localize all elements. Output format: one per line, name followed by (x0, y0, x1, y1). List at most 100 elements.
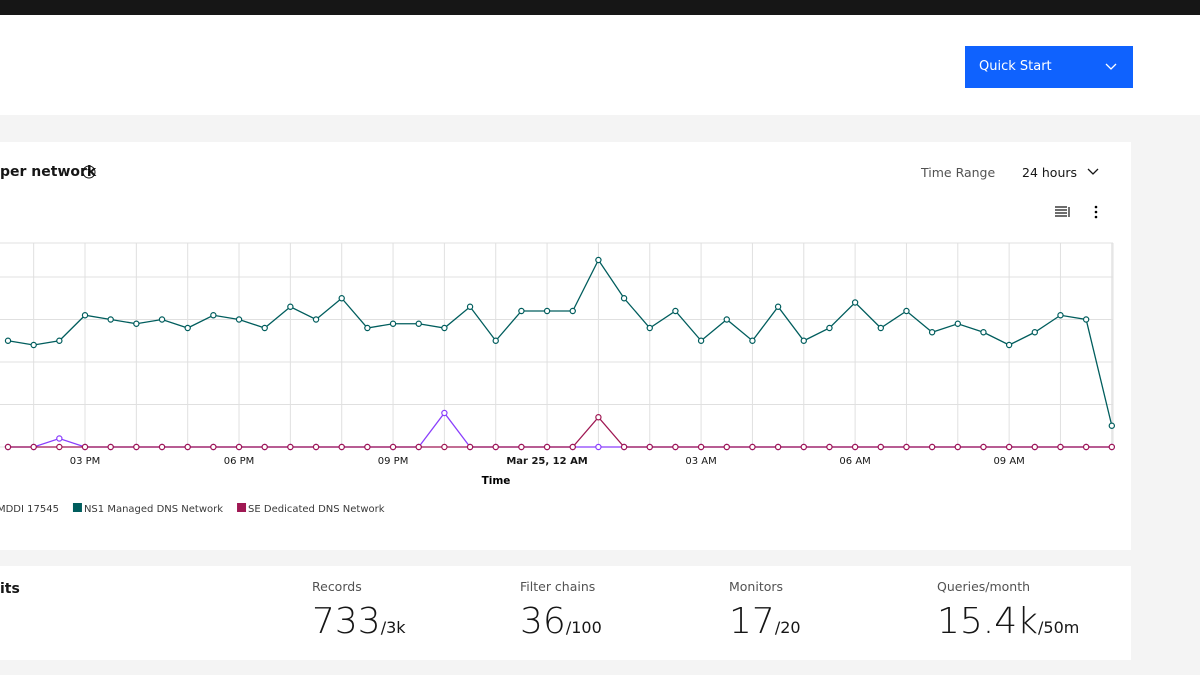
point (184, 324, 191, 332)
point (646, 443, 653, 451)
point (851, 299, 859, 306)
point (261, 324, 268, 332)
point (441, 409, 448, 417)
time-range-label: Time Range (921, 165, 996, 180)
legend-label: NS1 Managed DNS Network (84, 504, 223, 515)
point (158, 316, 166, 323)
limits-title: its (0, 581, 20, 597)
point (646, 324, 653, 332)
x-tick-label: 06 AM (839, 456, 870, 467)
point (723, 443, 730, 451)
legend-label: CMDDI 17545 (0, 504, 59, 515)
series-line (8, 411, 1112, 448)
point (210, 312, 217, 319)
point (261, 443, 268, 451)
point (81, 443, 89, 451)
x-tick-label: 06 PM (224, 456, 255, 467)
point (30, 341, 37, 349)
point (466, 443, 474, 451)
point (492, 443, 499, 451)
point (287, 303, 294, 310)
point (672, 307, 679, 315)
x-axis-label: Time (482, 475, 511, 487)
point (492, 337, 499, 344)
help-icon[interactable]: ? (82, 165, 96, 179)
point (466, 303, 474, 310)
point (774, 303, 782, 310)
point (954, 443, 961, 451)
point (723, 316, 730, 323)
quick-start-button[interactable]: Quick Start (965, 46, 1133, 88)
point (158, 443, 166, 451)
point (903, 443, 910, 451)
point (749, 443, 756, 451)
point (1031, 443, 1039, 451)
point (4, 443, 12, 451)
point (543, 307, 551, 315)
x-tick-label: 09 AM (993, 456, 1024, 467)
x-tick-label: 09 PM (378, 456, 409, 467)
x-tick-label: 03 AM (685, 456, 716, 467)
point (184, 443, 191, 451)
point (133, 443, 140, 451)
point (672, 443, 679, 451)
time-range-dropdown[interactable]: 24 hours (1022, 165, 1078, 180)
legend-swatch (72, 503, 82, 512)
chevron (1087, 168, 1099, 175)
point (56, 443, 63, 451)
point (441, 324, 448, 332)
metric-limit: /100 (565, 618, 602, 637)
chevron (1105, 63, 1117, 70)
point (1057, 443, 1064, 451)
point (595, 443, 602, 451)
point (107, 316, 114, 323)
point (569, 307, 576, 315)
point (1082, 316, 1090, 323)
metric-limit: /3k (380, 618, 406, 637)
legend-swatch (237, 503, 247, 512)
chart-card (0, 142, 1131, 550)
legend-label: SE Dedicated DNS Network (248, 504, 385, 515)
point (826, 443, 833, 451)
point (81, 312, 89, 319)
point (980, 443, 987, 451)
point (1005, 443, 1013, 451)
metric-label: Queries/month (937, 579, 1031, 594)
point (903, 307, 910, 315)
point (364, 324, 371, 332)
point (954, 320, 961, 327)
point (800, 337, 807, 344)
limits-card (0, 566, 1131, 660)
point (415, 320, 422, 327)
point (312, 316, 320, 323)
point (800, 443, 807, 451)
point (338, 295, 345, 302)
point (595, 414, 602, 421)
point (56, 337, 63, 344)
metric-value: 17/20 (729, 601, 801, 642)
series-line (8, 416, 1112, 448)
metric-number: 15.4k (937, 601, 1039, 642)
point (56, 435, 63, 442)
point (877, 443, 884, 451)
point (1082, 443, 1090, 451)
point (851, 443, 859, 451)
chart: 03 PM 06 PM 09 PM Mar 25, 12 AM 03 AM 06 AM 09… (0, 242, 1116, 515)
x-tick-label: 03 PM (70, 456, 101, 467)
metric-number: 17 (729, 601, 775, 642)
point (30, 443, 37, 451)
metric-limit: /20 (774, 618, 801, 637)
point (389, 320, 397, 327)
overflow-menu[interactable] (1090, 205, 1102, 219)
point (338, 443, 345, 451)
metric-label: Records (312, 579, 362, 594)
point (595, 256, 602, 264)
point (1031, 329, 1039, 336)
point (518, 443, 525, 451)
top-bar (0, 0, 1200, 15)
point (287, 443, 294, 451)
point (774, 443, 782, 451)
point (928, 329, 936, 336)
table-icon[interactable] (1054, 205, 1070, 219)
point (569, 443, 576, 451)
